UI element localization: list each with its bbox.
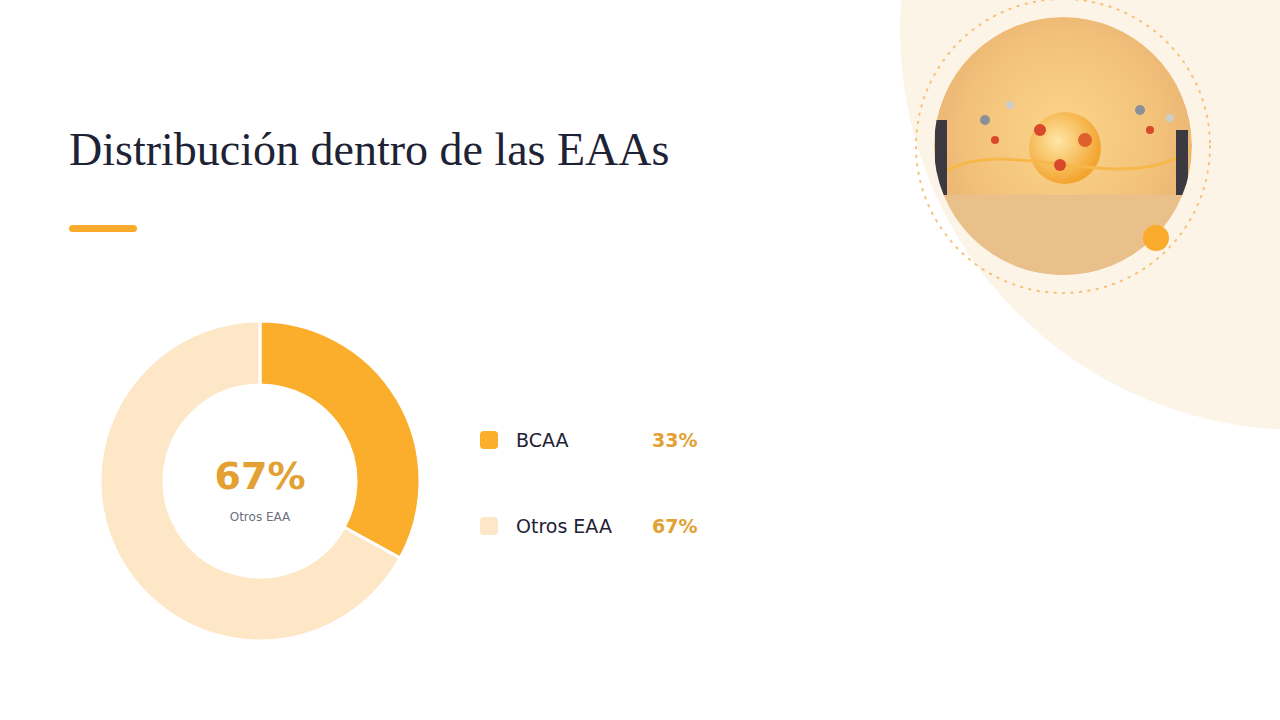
donut <box>100 321 420 641</box>
image-figure <box>935 120 947 195</box>
image-molecule <box>1006 101 1014 109</box>
image-molecule <box>1078 133 1092 147</box>
legend-value: 33% <box>652 429 697 451</box>
image <box>930 17 1200 285</box>
legend-swatch <box>480 517 498 535</box>
accent-dot <box>1143 225 1169 251</box>
title-underline <box>69 225 137 232</box>
legend-label: Otros EAA <box>516 515 612 537</box>
legend: BCAA 33% Otros EAA 67% <box>480 429 697 537</box>
image-molecule <box>1034 124 1046 136</box>
center-value: 67% <box>215 454 306 498</box>
image-molecule <box>1054 159 1066 171</box>
image-molecule <box>1135 105 1145 115</box>
legend-value: 67% <box>652 515 697 537</box>
decoration <box>900 0 1280 430</box>
image-molecule <box>991 136 999 144</box>
image-figure <box>1176 130 1188 195</box>
image-molecule <box>1166 114 1174 122</box>
image-ground <box>930 195 1200 285</box>
bg-circle <box>900 0 1280 430</box>
center-label: Otros EAA <box>230 510 291 524</box>
image-orb <box>1029 112 1101 184</box>
legend-swatch <box>480 431 498 449</box>
chart-svg: Distribución dentro de las EAAs 67% Otros … <box>0 0 1280 720</box>
dotted-ring <box>916 0 1210 293</box>
image-molecule <box>980 115 990 125</box>
slice <box>100 321 400 641</box>
image-molecule <box>1146 126 1154 134</box>
image-wave <box>940 150 1190 175</box>
title: Distribución dentro de las EAAs <box>69 124 669 175</box>
legend-label: BCAA <box>516 429 569 451</box>
